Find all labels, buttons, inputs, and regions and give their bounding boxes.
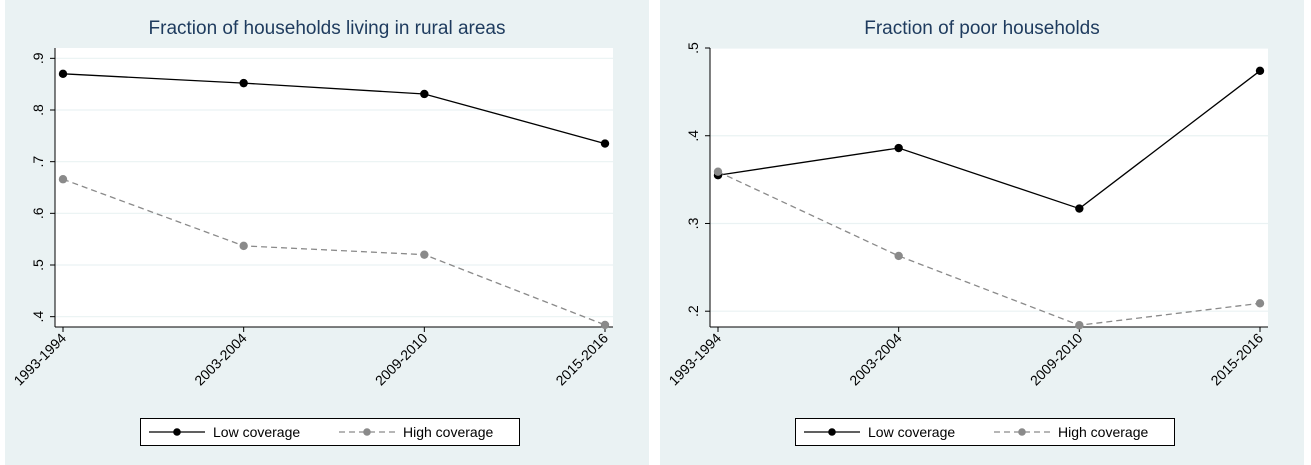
chart-title: Fraction of poor households bbox=[864, 18, 1100, 39]
data-point bbox=[58, 69, 68, 79]
series-line bbox=[717, 171, 1261, 326]
y-tick-label: .4 bbox=[30, 311, 46, 323]
data-point bbox=[600, 139, 610, 148]
legend-key-high bbox=[994, 428, 1050, 436]
legend-key-low bbox=[149, 428, 205, 436]
data-point bbox=[58, 175, 68, 184]
chart-poor: .2 .3 .4 .5 1993-1994 2003-2004 2009-2010 2015-… bbox=[665, 42, 1268, 389]
legend-key-low bbox=[804, 428, 860, 436]
x-tick-label: 1993-1994 bbox=[10, 330, 69, 389]
legend-label-low: Low coverage bbox=[868, 424, 956, 440]
x-tick-label: 2009-2010 bbox=[1027, 330, 1086, 389]
x-tick-label: 2009-2010 bbox=[372, 330, 431, 389]
chart-rural: .4 .5 .6 .7 .8 .9 1993-1994 2003-2004 2009-2010 2… bbox=[10, 48, 613, 389]
data-point bbox=[1255, 299, 1265, 308]
series-line bbox=[62, 178, 606, 326]
data-point bbox=[239, 241, 248, 251]
y-tick-label: .5 bbox=[30, 259, 46, 271]
plot-area bbox=[55, 48, 613, 327]
series-line bbox=[717, 70, 1261, 210]
legend-label-high: High coverage bbox=[403, 424, 494, 440]
legend-label-high: High coverage bbox=[1058, 424, 1149, 440]
data-point bbox=[1255, 66, 1265, 76]
plot-area bbox=[710, 48, 1268, 327]
legend: Low coverage High coverage bbox=[795, 418, 1175, 446]
data-point bbox=[894, 251, 903, 261]
data-point bbox=[1075, 321, 1084, 330]
data-point bbox=[713, 167, 723, 176]
legend: Low coverage High coverage bbox=[140, 418, 520, 446]
x-tick-label: 2015-2016 bbox=[1207, 330, 1266, 389]
y-tick-label: .3 bbox=[685, 217, 701, 229]
y-tick-label: .4 bbox=[685, 130, 701, 142]
y-tick-label: .2 bbox=[685, 305, 701, 317]
legend-key-high bbox=[339, 428, 395, 436]
y-tick-label: .6 bbox=[30, 207, 46, 219]
data-point bbox=[600, 320, 610, 330]
data-point bbox=[420, 89, 429, 99]
y-tick-label: .5 bbox=[685, 42, 701, 54]
data-point bbox=[894, 143, 903, 153]
legend-label-low: Low coverage bbox=[213, 424, 301, 440]
x-tick-label: 2003-2004 bbox=[191, 330, 250, 389]
y-tick-label: .8 bbox=[30, 104, 46, 116]
x-tick-label: 2003-2004 bbox=[846, 330, 905, 389]
x-tick-label: 2015-2016 bbox=[552, 330, 611, 389]
data-point bbox=[239, 78, 248, 88]
chart-panel-rural: Fraction of households living in rural a… bbox=[5, 0, 649, 465]
y-tick-label: .9 bbox=[30, 52, 46, 64]
data-point bbox=[420, 250, 429, 259]
chart-panel-poor: Fraction of poor households .2 .3 .4 .5 1993… bbox=[660, 0, 1304, 465]
x-tick-label: 1993-1994 bbox=[665, 330, 724, 389]
data-point bbox=[1075, 204, 1084, 213]
series-line bbox=[62, 73, 606, 145]
y-tick-label: .7 bbox=[30, 156, 46, 168]
chart-title: Fraction of households living in rural a… bbox=[148, 18, 506, 39]
